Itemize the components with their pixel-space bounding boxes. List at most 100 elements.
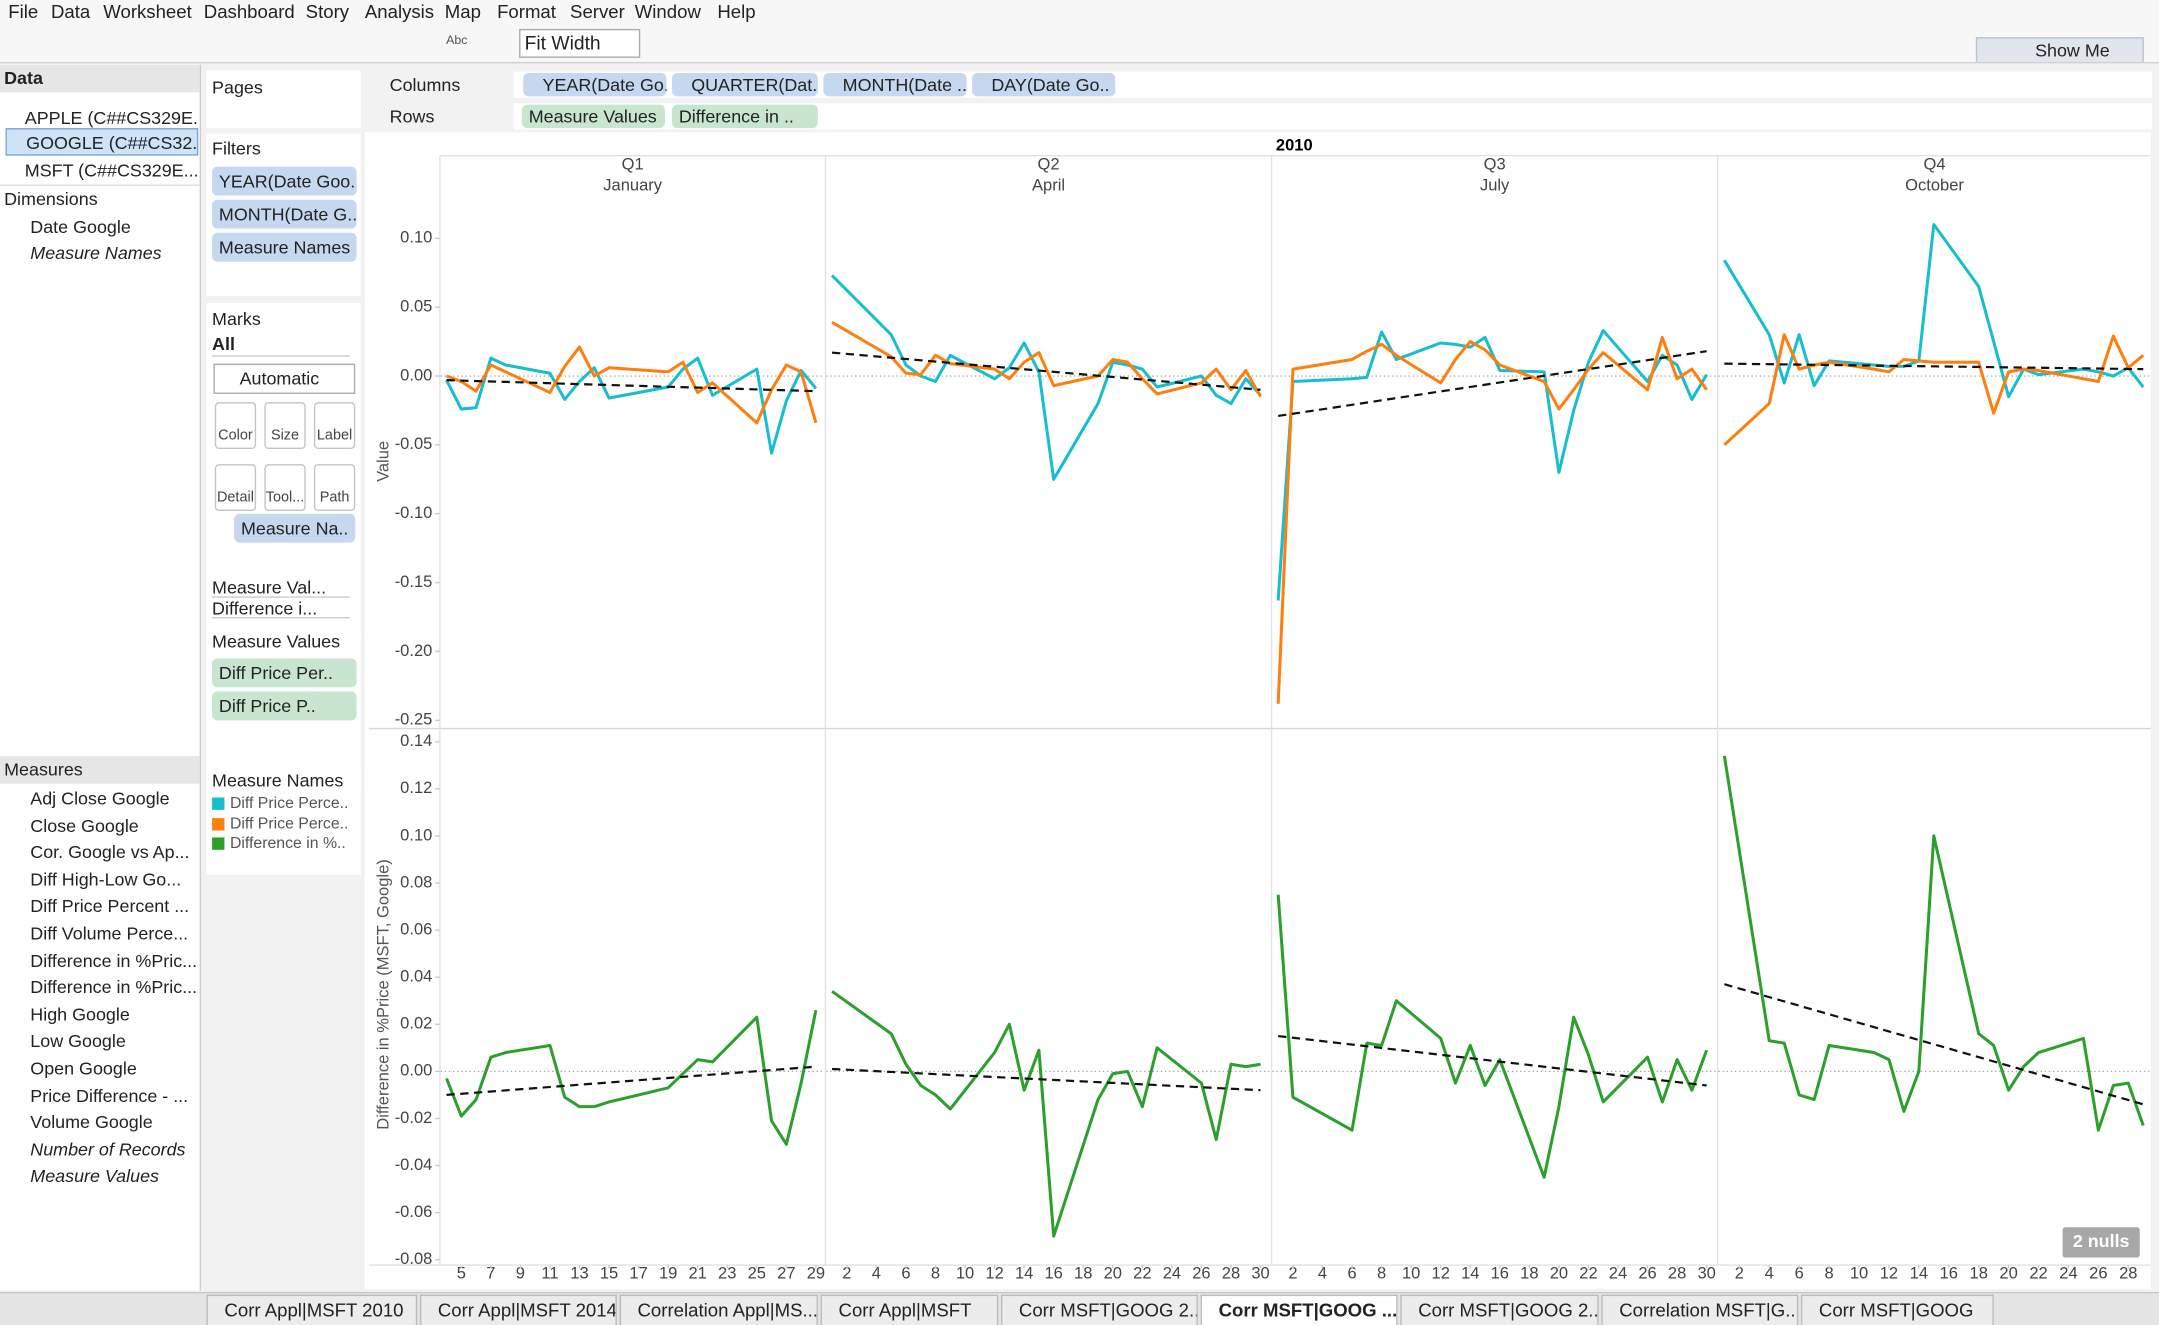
abc-button[interactable]: Abc (446, 33, 468, 47)
filter-pill[interactable]: Measure Names (212, 232, 357, 262)
menu-item[interactable]: Help (717, 1, 756, 23)
quarter-header: Q4 (1924, 155, 1946, 174)
data-source[interactable]: MSFT (C##CS329E... (24, 159, 199, 181)
measure-field[interactable]: Cor. Google vs Ap... (30, 841, 190, 863)
dimension-field[interactable]: Measure Names (30, 242, 162, 264)
legend-label: Difference in %.. (229, 835, 346, 852)
sheet-tab[interactable]: Corr MSFT|GOOG (1800, 1294, 1994, 1325)
row-pill[interactable]: Measure Values (521, 104, 666, 129)
mark-button[interactable]: Detail (214, 464, 257, 511)
menu-item[interactable]: File (8, 1, 39, 23)
quarter-header: Q2 (1037, 155, 1059, 174)
mark-type-dropdown[interactable]: Automatic (213, 363, 356, 394)
sheet-tab[interactable]: Correlation MSFT|G... (1601, 1294, 1799, 1325)
menu-item[interactable]: Server (570, 1, 625, 23)
legend-entry[interactable]: Diff Price Perce.. (212, 813, 358, 832)
x-tick-label: 4 (1318, 1263, 1327, 1282)
x-tick-label: 6 (1347, 1263, 1356, 1282)
sheet-tab[interactable]: Corr Appl|MSFT (820, 1294, 999, 1325)
y-tick-label: 0.02 (400, 1014, 432, 1033)
fit-dropdown[interactable]: Fit Width (519, 28, 641, 58)
measure-field[interactable]: Adj Close Google (30, 787, 170, 809)
measure-field[interactable]: High Google (30, 1003, 130, 1025)
mark-button[interactable]: Size (264, 402, 306, 450)
y-tick-label: 0.10 (400, 825, 432, 844)
menu-item[interactable]: Dashboard (203, 1, 295, 23)
mark-button[interactable]: Tool... (264, 464, 306, 511)
measure-field[interactable]: Price Difference - ... (30, 1084, 189, 1106)
row-pill[interactable]: Difference in .. (671, 104, 818, 129)
x-tick-label: 28 (2119, 1263, 2137, 1282)
x-tick-label: 12 (1432, 1263, 1450, 1282)
series-line (445, 345, 818, 425)
month-header: January (603, 175, 662, 194)
filter-pill[interactable]: YEAR(Date Goo.. (212, 166, 357, 196)
show-me-button[interactable]: Show Me (1975, 37, 2144, 62)
shelf-label: Rows (389, 106, 435, 127)
series-line (1723, 222, 2145, 399)
menu-item[interactable]: Format (497, 1, 556, 23)
measure-field[interactable]: Difference in %Pric... (30, 976, 198, 998)
nulls-badge (2062, 1227, 2140, 1258)
menu-item[interactable]: Story (305, 1, 350, 23)
sheet-tab[interactable]: Corr Appl|MSFT 2014 (419, 1294, 617, 1325)
menu-item[interactable]: Map (444, 1, 481, 23)
dimension-field[interactable]: Date Google (30, 216, 131, 237)
data-source[interactable]: APPLE (C##CS329E... (24, 107, 199, 129)
sheet-tab[interactable]: Corr MSFT|GOOG 2... (1400, 1294, 1599, 1325)
sheet-tab[interactable]: Corr Appl|MSFT 2010 (206, 1294, 418, 1325)
data-source[interactable]: GOOGLE (C##CS32... (5, 128, 199, 156)
marks-pill[interactable]: Measure Na.. (234, 513, 356, 543)
series-line (1276, 894, 1709, 1179)
measure-field[interactable]: Close Google (30, 814, 139, 836)
menu-item[interactable]: Worksheet (103, 1, 192, 23)
pages-card: Pages (206, 70, 361, 129)
measure-field[interactable]: Low Google (30, 1030, 126, 1052)
filter-pill[interactable]: MONTH(Date G.. (212, 199, 357, 229)
legend-entry[interactable]: Diff Price Perce.. (212, 793, 358, 812)
measure-field[interactable]: Open Google (30, 1057, 137, 1079)
x-tick-label: 9 (516, 1263, 525, 1282)
chart-title: 2010 (1276, 135, 1313, 154)
marks-layer[interactable]: Difference i... (212, 598, 350, 619)
column-pill[interactable]: DAY(Date Go.. (972, 72, 1116, 97)
sheet-tab[interactable]: Correlation Appl|MS... (619, 1294, 818, 1325)
x-tick-label: 20 (1999, 1263, 2017, 1282)
sheet-tab[interactable]: Corr MSFT|GOOG 2... (1001, 1294, 1198, 1325)
sheet-tab[interactable]: Corr MSFT|GOOG ... (1200, 1294, 1398, 1325)
series-line (830, 274, 1262, 481)
mark-button[interactable]: Color (214, 402, 257, 450)
measure-field[interactable]: Volume Google (30, 1111, 153, 1133)
legend-entry[interactable]: Difference in %.. (212, 833, 358, 852)
measure-field[interactable]: Diff Volume Perce... (30, 922, 189, 944)
mark-button[interactable]: Label (313, 402, 356, 450)
x-tick-label: 16 (1491, 1263, 1509, 1282)
column-pill[interactable]: MONTH(Date .. (823, 72, 967, 97)
column-pill[interactable]: YEAR(Date Go.. (523, 72, 667, 97)
x-tick-label: 23 (718, 1263, 736, 1282)
x-tick-label: 20 (1104, 1263, 1122, 1282)
measure-value-pill[interactable]: Diff Price P.. (212, 691, 357, 721)
x-tick-label: 28 (1668, 1263, 1686, 1282)
measure-field[interactable]: Measure Values (30, 1165, 159, 1187)
mark-button[interactable]: Path (313, 464, 356, 511)
menu-item[interactable]: Data (50, 1, 91, 23)
measure-field[interactable]: Number of Records (30, 1138, 186, 1160)
x-tick-label: 2 (1288, 1263, 1297, 1282)
x-tick-label: 20 (1550, 1263, 1568, 1282)
measure-field[interactable]: Diff High-Low Go... (30, 868, 182, 890)
x-tick-label: 16 (1045, 1263, 1063, 1282)
menu-item[interactable]: Analysis (364, 1, 435, 23)
x-tick-label: 2 (842, 1263, 851, 1282)
x-tick-label: 15 (600, 1263, 618, 1282)
x-tick-label: 26 (1638, 1263, 1656, 1282)
measure-field[interactable]: Diff Price Percent ... (30, 895, 190, 917)
column-pill[interactable]: QUARTER(Dat.. (671, 72, 818, 97)
measure-value-pill[interactable]: Diff Price Per.. (212, 658, 357, 688)
menu-item[interactable]: Window (634, 1, 701, 23)
measure-field[interactable]: Difference in %Pric... (30, 949, 198, 971)
x-tick-label: 7 (486, 1263, 495, 1282)
marks-layer[interactable]: Measure Val... (212, 577, 350, 598)
marks-all: All (212, 332, 350, 357)
shelf-label: Columns (389, 74, 461, 96)
